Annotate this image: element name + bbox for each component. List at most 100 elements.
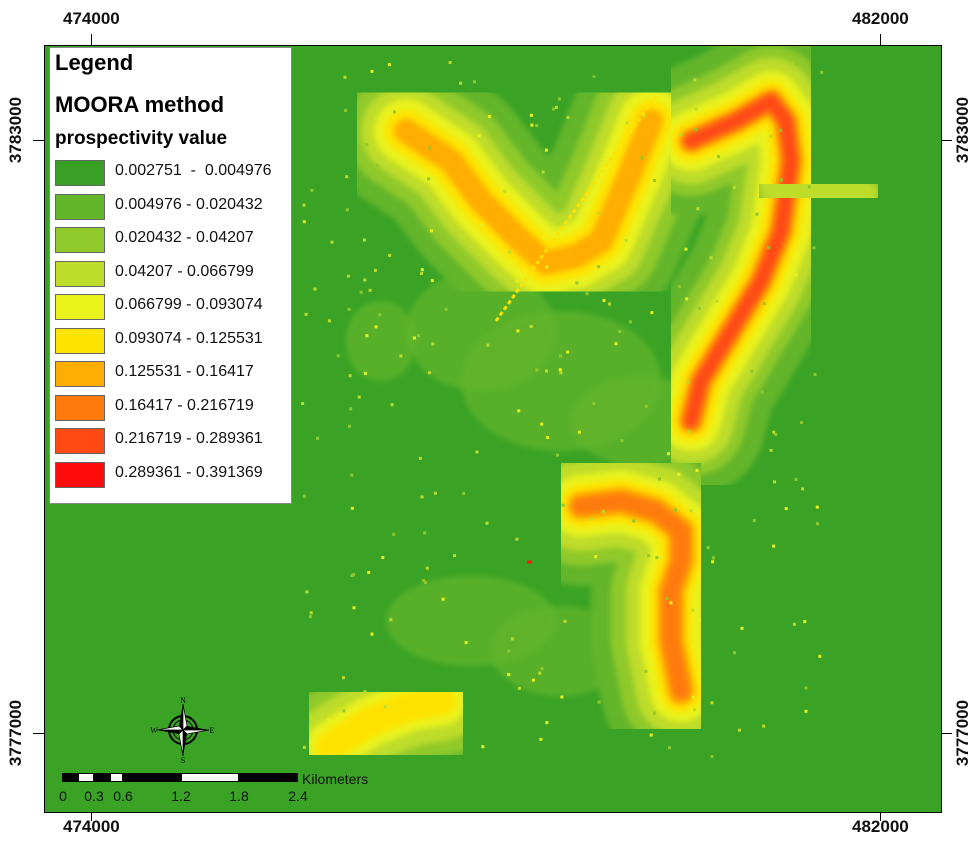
raster-speckle [515, 279, 519, 283]
raster-speckle [515, 537, 519, 541]
raster-speckle [577, 430, 581, 434]
raster-speckle [779, 178, 783, 182]
raster-speckle [462, 491, 466, 495]
raster-speckle [545, 369, 548, 373]
raster-speckle [350, 473, 354, 477]
raster-speckle [585, 292, 589, 296]
raster-speckle [815, 505, 819, 509]
legend-label: 0.066799 - 0.093074 [115, 296, 263, 313]
legend-title: Legend [55, 50, 134, 75]
legend-label: 0.125531 - 0.16417 [115, 363, 254, 380]
legend-label: 0.16417 - 0.216719 [115, 396, 254, 414]
raster-speckle [740, 626, 744, 630]
raster-speckle [336, 354, 340, 358]
scale-bar-label: 1.8 [229, 788, 249, 804]
raster-speckle [655, 556, 659, 560]
raster-speckle [769, 448, 773, 452]
raster-speckle [302, 220, 306, 224]
raster-speckle [575, 281, 579, 285]
legend: Legend MOORA method prospectivity value … [49, 47, 292, 504]
raster-speckle [540, 422, 544, 426]
raster-speckle [486, 343, 490, 347]
raster-speckle [477, 134, 481, 138]
raster-speckle [342, 709, 346, 713]
raster-speckle [461, 230, 465, 234]
raster-speckle [417, 334, 421, 337]
raster-speckle [545, 721, 549, 725]
raster-speckle [767, 246, 771, 250]
raster-speckle [448, 61, 452, 64]
raster-speckle [605, 153, 609, 157]
raster-speckle [507, 649, 511, 653]
raster-speckle [485, 521, 489, 525]
raster-speckle [453, 554, 456, 558]
scale-bar-unit: Kilometers [302, 771, 369, 787]
raster-speckle [459, 81, 463, 85]
raster-speckle [566, 350, 570, 354]
raster-speckle [503, 189, 507, 193]
raster-speckle [666, 452, 670, 456]
raster-speckle [691, 608, 695, 612]
legend-label: 0.020432 - 0.04207 [115, 229, 254, 246]
raster-speckle [330, 240, 334, 244]
raster-speckle [813, 373, 817, 376]
raster-speckle [673, 508, 677, 512]
raster-speckle [309, 611, 313, 615]
raster-speckle [710, 701, 714, 705]
raster-speckle [710, 754, 714, 758]
raster-speckle [618, 330, 622, 333]
raster-speckle [444, 307, 448, 311]
tick-mark [941, 733, 952, 734]
raster-speckle [807, 185, 811, 189]
raster-speckle [778, 128, 782, 132]
raster-speckle [535, 368, 539, 372]
raster-speckle [393, 110, 396, 114]
raster-speckle [677, 285, 681, 288]
raster-speckle [762, 302, 766, 306]
raster-speckle [362, 238, 366, 242]
legend-item: 0.020432 - 0.04207 [55, 225, 290, 253]
raster-speckle [363, 372, 367, 375]
legend-swatch [55, 461, 105, 488]
raster-speckle [412, 336, 416, 340]
prospectivity-zone [316, 686, 456, 761]
raster-speckle [350, 506, 354, 510]
raster-speckle [769, 134, 773, 138]
raster-speckle [589, 517, 593, 521]
raster-speckle [481, 745, 485, 749]
raster-speckle [693, 78, 697, 82]
raster-speckle [535, 124, 539, 128]
raster-speckle [559, 354, 563, 358]
prospectivity-zone [396, 471, 448, 523]
raster-speckle [546, 435, 550, 439]
x-tick-bottom-right: 482000 [852, 817, 909, 836]
prospectivity-zone [461, 311, 661, 451]
raster-speckle [514, 260, 518, 264]
raster-speckle [755, 212, 759, 216]
legend-item: 0.289361 - 0.391369 [55, 460, 290, 488]
raster-speckle [557, 97, 561, 101]
raster-speckle [345, 208, 349, 212]
raster-speckle [597, 700, 601, 704]
raster-speckle [803, 620, 807, 624]
raster-speckle [302, 494, 306, 498]
raster-speckle [375, 164, 379, 167]
scale-bar-segment [123, 773, 181, 782]
raster-speckle [642, 114, 646, 118]
raster-speckle [422, 579, 426, 582]
raster-speckle [367, 570, 371, 574]
scale-bar-label: 0 [59, 788, 67, 804]
raster-speckle [427, 371, 431, 375]
raster-speckle [772, 430, 776, 434]
raster-speckle [539, 737, 543, 741]
raster-speckle [558, 368, 562, 372]
raster-speckle [348, 374, 352, 378]
raster-speckle [373, 268, 377, 272]
raster-speckle [650, 257, 654, 261]
raster-speckle [607, 302, 611, 306]
prospectivity-zone [759, 169, 878, 213]
raster-speckle [347, 307, 351, 311]
legend-item: 0.004976 - 0.020432 [55, 192, 290, 220]
raster-speckle [694, 107, 698, 111]
raster-speckle [348, 424, 351, 428]
